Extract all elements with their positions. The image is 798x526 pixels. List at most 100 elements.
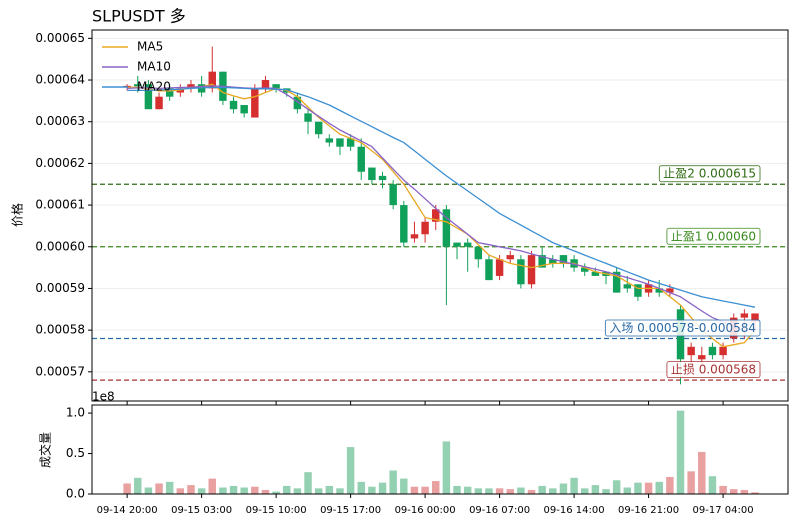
volume-bar [719,485,727,494]
candle-body [304,113,312,122]
candle-body [165,88,174,97]
y-tick-label: 0.00062 [35,156,85,170]
level-label: 止盈1 0.00060 [671,229,756,243]
candle-body [538,255,546,268]
candle-body [336,138,344,147]
volume-bar [293,488,302,494]
volume-bar [155,483,163,494]
volume-bar [187,485,195,494]
candle-body [389,184,397,206]
volume-bar [357,481,365,494]
volume-bar [283,485,291,494]
x-tick-label: 09-16 21:00 [618,505,679,516]
y-tick-label: 0.00061 [35,198,85,212]
volume-bar [549,488,557,494]
volume-bar [666,477,674,494]
x-tick-label: 09-16 00:00 [395,505,456,516]
candle-body [559,255,568,264]
level-label: 止损 0.000568 [671,363,756,377]
volume-bar [740,489,749,494]
volume-bar [336,488,344,494]
level-label-box [666,361,761,379]
volume-bar [165,481,174,494]
candle-body [517,259,525,285]
candle-body [432,209,440,222]
volume-bar [687,471,695,494]
candle-body [719,346,727,356]
volume-bar [698,451,706,494]
offset-label: 1e8 [92,390,115,404]
volume-bar [517,487,525,494]
volume-bar [432,481,440,494]
candle-body [506,255,514,260]
volume-axis-label: 成交量 [38,432,53,468]
x-tick-label: 09-17 04:00 [693,505,754,516]
legend-label: MA10 [137,60,171,74]
y-tick-label: 0.00059 [35,281,85,295]
x-tick-label: 09-16 14:00 [544,505,605,516]
volume-bar [176,488,185,494]
volume-bar [708,476,717,494]
volume-bar [623,487,632,494]
plot-frame [91,404,789,495]
volume-bar [219,487,227,494]
candle-body [134,84,142,87]
candle-body [527,255,536,285]
candle-body [581,267,589,272]
candle-body [229,100,238,110]
ma-line [127,86,756,308]
candle-body [325,138,334,143]
volume-bar [442,441,451,494]
level-label: 止盈2 0.000615 [663,167,756,181]
volume-bar [463,486,472,494]
candle-body [655,288,663,293]
chart-title: SLPUSDT 多 [92,7,186,26]
candle-body [708,346,717,356]
y-tick-label: 0.0 [66,487,85,501]
candle-body [474,246,483,260]
candle-body [687,346,695,356]
candle-body [421,221,429,235]
candle-body [240,105,248,114]
candle-body [666,288,674,293]
candle-body [261,80,270,89]
candle-body [272,84,280,89]
candle-body [251,88,259,118]
candle-body [155,96,163,110]
candle-body [751,313,759,322]
candle-body [208,71,216,89]
volume-bar [644,482,653,494]
x-tick-label: 09-15 03:00 [171,505,232,516]
y-tick-label: 0.00065 [35,31,85,45]
y-tick-label: 0.00060 [35,239,85,253]
volume-bar [527,489,536,494]
legend-label: MA5 [137,40,163,54]
candle-body [368,167,376,181]
volume-bar [570,477,578,494]
volume-bar [134,477,142,494]
candle-body [442,209,451,247]
volume-bar [506,489,514,494]
volume-bar [634,482,642,494]
volume-bar [485,488,493,494]
level-label-box [666,227,761,245]
volume-bar [123,483,131,494]
candle-body [591,271,600,276]
volume-bar [251,486,259,494]
candle-body [378,175,387,181]
candle-body [346,138,355,147]
candle-body [314,121,323,135]
y-tick-label: 0.00058 [35,323,85,337]
volume-bar [304,472,312,494]
volume-bar [261,489,270,494]
volume-bar [453,485,461,494]
x-tick-label: 09-15 10:00 [246,505,307,516]
volume-bar [410,486,419,494]
candle-body [495,259,504,276]
x-tick-label: 09-14 20:00 [97,505,158,516]
volume-bar [229,485,238,494]
volume-bar [400,478,408,494]
y-tick-label: 1.0 [66,406,85,420]
candle-body [698,355,706,360]
